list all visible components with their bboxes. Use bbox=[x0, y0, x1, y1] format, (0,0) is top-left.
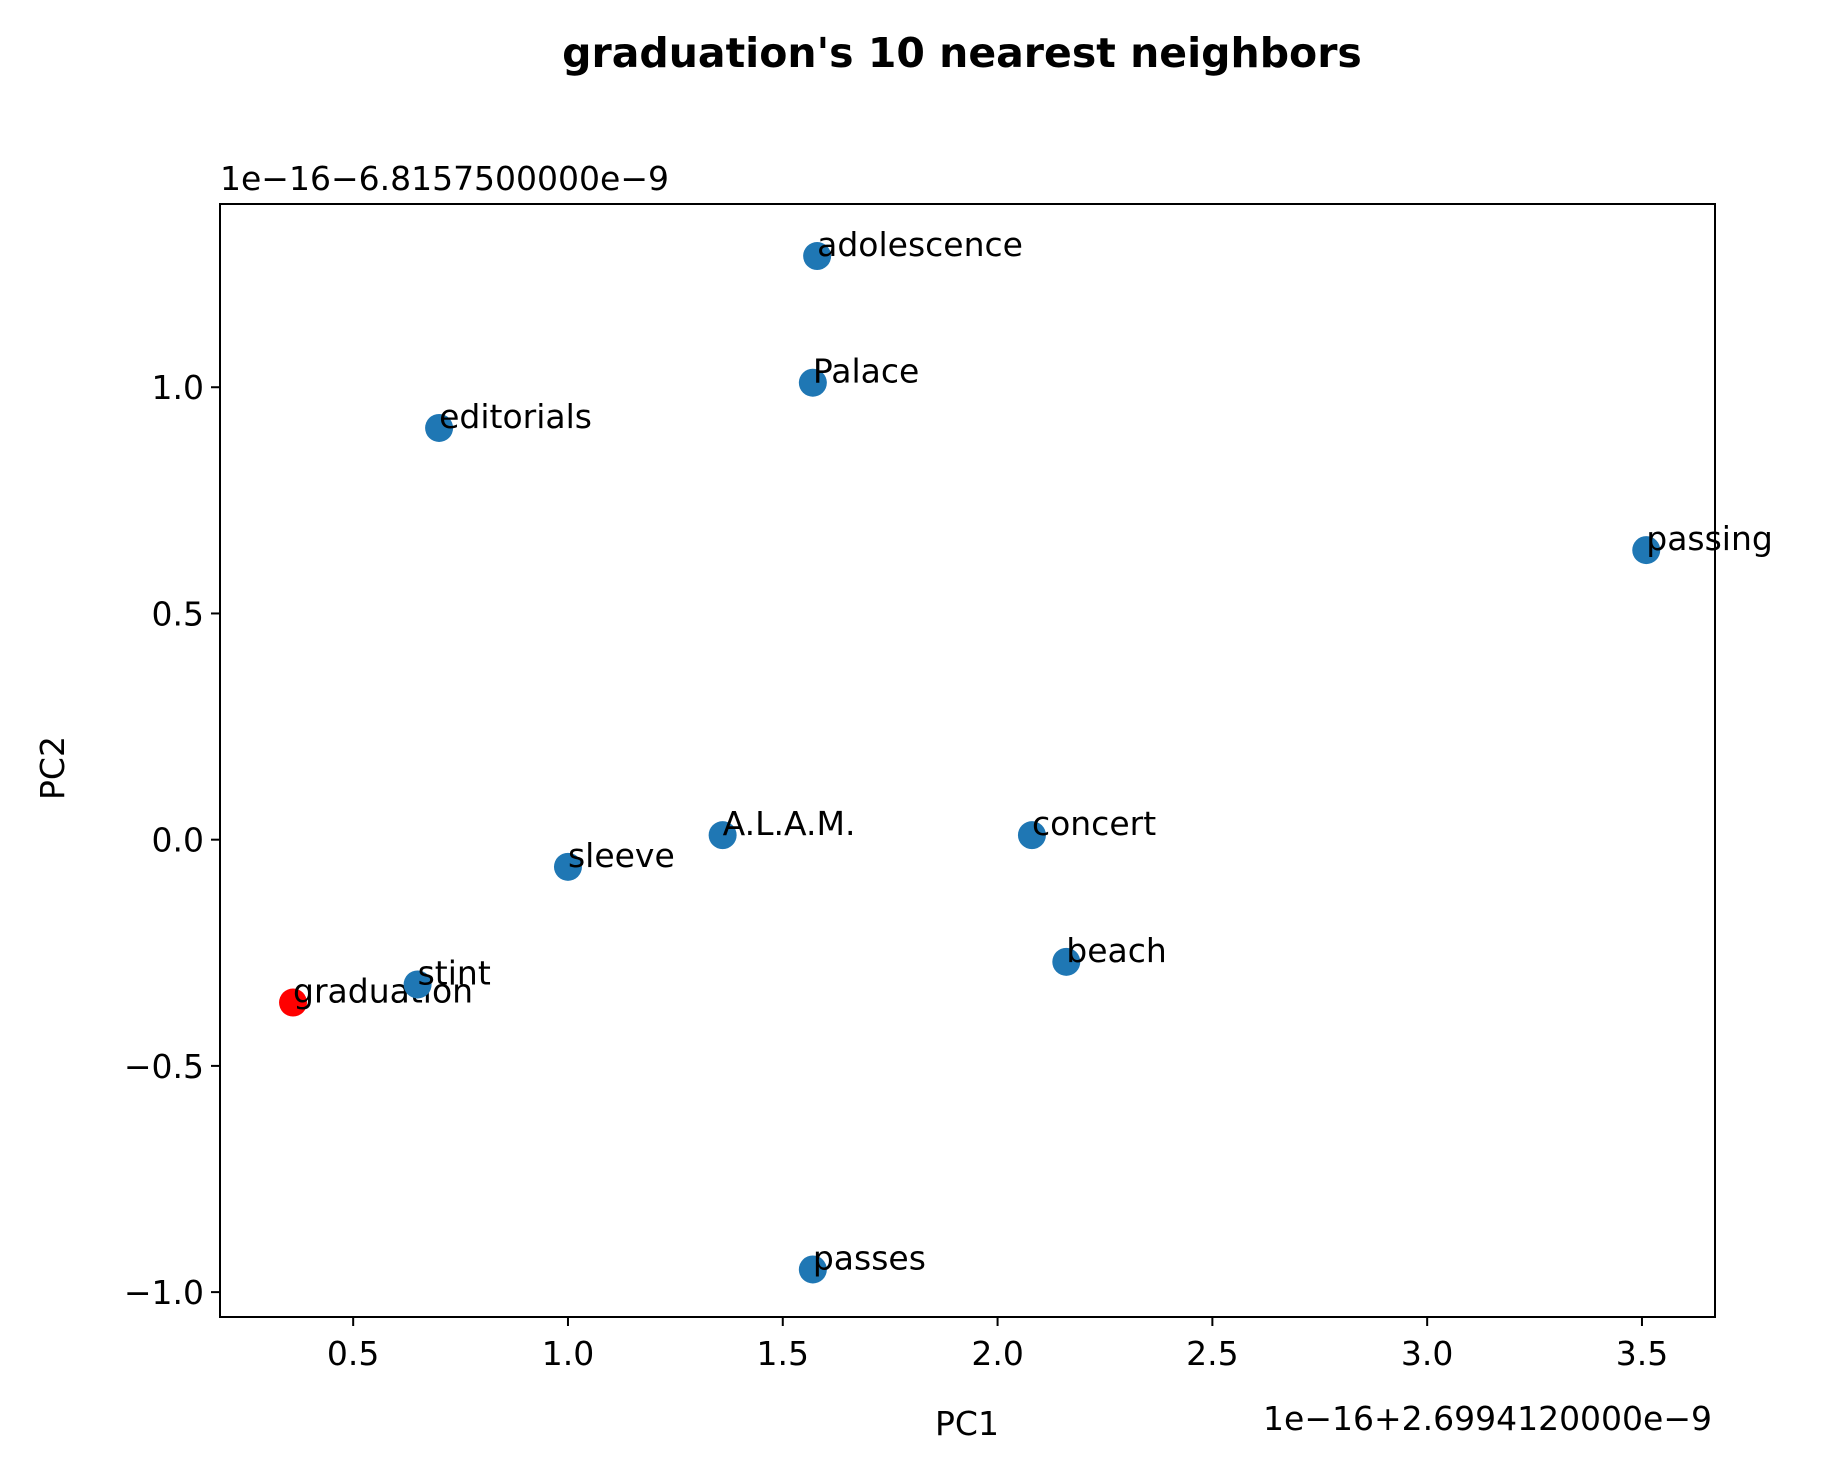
y-tick-label: 0.0 bbox=[152, 821, 204, 860]
point-beach bbox=[1052, 947, 1081, 976]
point-label: sleeve bbox=[568, 836, 675, 875]
x-offset-text: 1e−16+2.6994120000e−9 bbox=[1263, 1399, 1712, 1438]
y-tick-label: 1.0 bbox=[152, 368, 204, 407]
y-tick-label: −0.5 bbox=[124, 1047, 204, 1086]
point-label: graduation bbox=[293, 972, 473, 1011]
y-tick-label: 0.5 bbox=[152, 594, 204, 633]
point-passes bbox=[798, 1255, 827, 1284]
x-tick-label: 2.0 bbox=[971, 1334, 1023, 1373]
x-axis: 0.5 1.0 1.5 2.0 2.5 3.0 3.5 bbox=[327, 1317, 1668, 1373]
point-stint bbox=[403, 970, 432, 999]
point-concert bbox=[1017, 821, 1046, 850]
x-axis-label: PC1 bbox=[935, 1404, 999, 1443]
chart-title: graduation's 10 nearest neighbors bbox=[562, 29, 1362, 77]
point-label: beach bbox=[1066, 931, 1167, 970]
point-label: adolescence bbox=[817, 225, 1023, 264]
point-label: Palace bbox=[813, 352, 919, 391]
x-tick-label: 2.5 bbox=[1186, 1334, 1238, 1373]
point-label: concert bbox=[1032, 804, 1156, 843]
point-label: passing bbox=[1646, 519, 1773, 558]
point-label: stint bbox=[418, 953, 491, 992]
point-adolescence bbox=[803, 242, 832, 271]
point-a-l-a-m bbox=[708, 821, 737, 850]
point-label: passes bbox=[813, 1238, 926, 1277]
x-tick-label: 1.0 bbox=[542, 1334, 594, 1373]
point-palace bbox=[798, 368, 827, 397]
x-tick-label: 3.0 bbox=[1401, 1334, 1453, 1373]
point-passing bbox=[1632, 536, 1661, 565]
x-tick-label: 3.5 bbox=[1616, 1334, 1668, 1373]
y-tick-label: −1.0 bbox=[124, 1273, 204, 1312]
point-editorials bbox=[425, 413, 454, 442]
point-label: editorials bbox=[439, 397, 592, 436]
x-tick-label: 0.5 bbox=[327, 1334, 379, 1373]
y-offset-text: 1e−16−6.8157500000e−9 bbox=[220, 159, 669, 198]
point-graduation bbox=[279, 988, 308, 1017]
x-tick-label: 1.5 bbox=[757, 1334, 809, 1373]
axes-frame bbox=[219, 203, 1716, 1318]
y-axis-label: PC2 bbox=[33, 736, 72, 800]
y-axis: −1.0 −0.5 0.0 0.5 1.0 bbox=[124, 368, 220, 1312]
point-label: A.L.A.M. bbox=[723, 804, 856, 843]
point-sleeve bbox=[553, 852, 582, 881]
